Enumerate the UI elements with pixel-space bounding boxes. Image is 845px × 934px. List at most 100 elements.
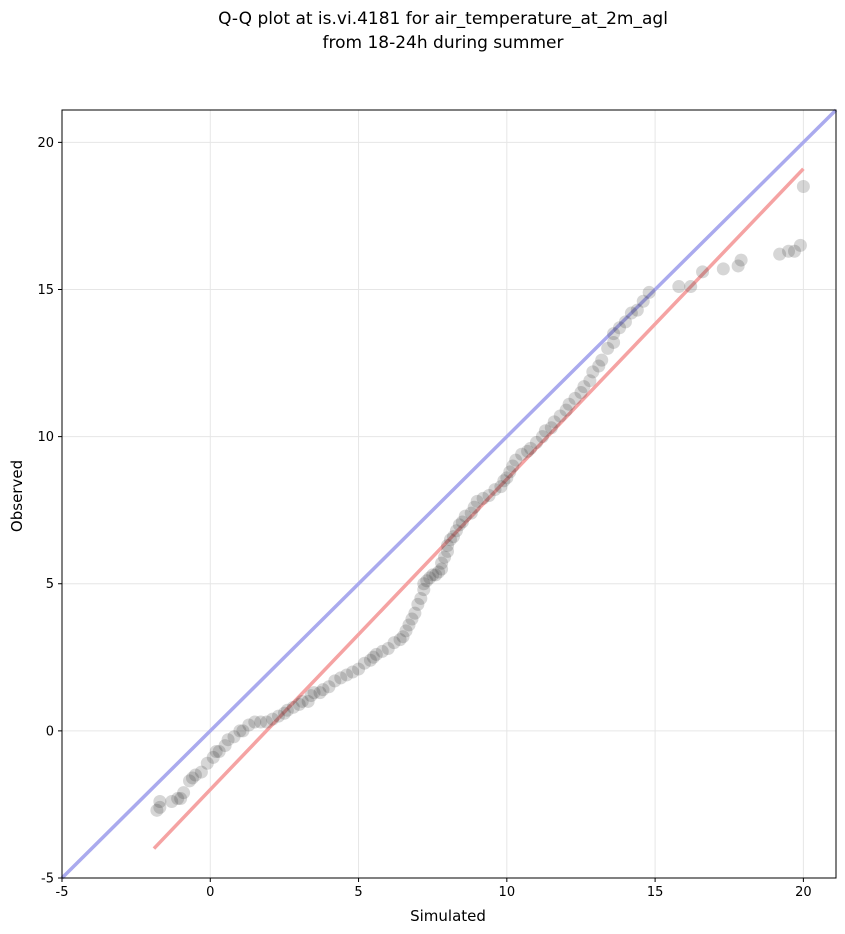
- data-point: [521, 444, 535, 458]
- data-point: [607, 327, 621, 341]
- data-point: [568, 391, 582, 405]
- fit-line: [152, 167, 805, 850]
- data-point: [592, 359, 606, 373]
- data-point: [547, 415, 561, 429]
- data-point: [304, 689, 318, 703]
- data-point: [562, 397, 576, 411]
- data-point: [503, 465, 517, 479]
- data-point: [613, 321, 627, 335]
- data-point: [393, 633, 407, 647]
- data-point: [301, 694, 315, 708]
- x-tick-label: 5: [354, 885, 362, 900]
- data-point: [352, 662, 366, 676]
- data-point: [500, 471, 514, 485]
- data-point: [322, 680, 336, 694]
- data-point: [236, 724, 250, 738]
- data-point: [185, 771, 199, 785]
- data-point: [684, 280, 698, 294]
- x-tick-label: -5: [56, 885, 69, 900]
- data-point: [221, 733, 235, 747]
- identity-line: [60, 108, 838, 880]
- data-point: [773, 247, 787, 261]
- data-point: [346, 665, 360, 679]
- data-point: [429, 568, 443, 582]
- grid: [61, 110, 836, 879]
- data-point: [174, 792, 188, 806]
- data-point: [494, 480, 508, 494]
- data-point: [375, 644, 389, 658]
- x-tick-label: 15: [647, 885, 664, 900]
- data-point: [405, 612, 419, 626]
- x-tick-label: 0: [206, 885, 214, 900]
- chart-title-line-2: from 18-24h during summer: [323, 33, 564, 53]
- data-point: [411, 597, 425, 611]
- y-axis-label: Observed: [8, 460, 26, 532]
- data-point: [432, 565, 446, 579]
- data-point: [227, 730, 241, 744]
- data-point: [292, 697, 306, 711]
- data-point: [636, 294, 650, 308]
- data-point: [577, 380, 591, 394]
- data-point: [363, 653, 377, 667]
- data-point: [595, 353, 609, 367]
- data-point: [506, 459, 520, 473]
- data-point: [482, 488, 496, 502]
- data-point: [435, 556, 449, 570]
- data-point: [488, 483, 502, 497]
- data-point: [624, 306, 638, 320]
- data-point: [381, 641, 395, 655]
- data-point: [194, 765, 208, 779]
- data-point: [642, 285, 656, 299]
- data-point: [313, 686, 327, 700]
- data-point: [470, 494, 484, 508]
- data-point: [200, 756, 214, 770]
- data-point: [366, 650, 380, 664]
- data-point: [535, 430, 549, 444]
- data-point: [782, 244, 796, 258]
- data-point: [435, 562, 449, 576]
- y-tick-label: 0: [46, 724, 54, 739]
- data-point: [417, 577, 431, 591]
- data-point: [266, 712, 280, 726]
- reference-lines: [60, 108, 838, 880]
- data-point: [254, 715, 268, 729]
- data-point: [446, 530, 460, 544]
- data-point: [734, 253, 748, 267]
- data-point: [399, 624, 413, 638]
- data-point: [233, 724, 247, 738]
- data-point: [515, 447, 529, 461]
- data-point: [212, 744, 226, 758]
- plot-area-frame: [61, 109, 837, 879]
- data-point: [402, 618, 416, 632]
- data-point: [601, 341, 615, 355]
- data-point: [672, 280, 686, 294]
- data-point: [586, 365, 600, 379]
- data-point: [455, 515, 469, 529]
- data-point: [417, 583, 431, 597]
- data-point: [206, 750, 220, 764]
- data-point: [150, 803, 164, 817]
- data-point: [443, 533, 457, 547]
- data-point: [509, 453, 523, 467]
- data-point: [438, 550, 452, 564]
- data-point: [340, 668, 354, 682]
- data-point: [787, 244, 801, 258]
- data-point: [449, 524, 463, 538]
- data-point: [188, 768, 202, 782]
- data-point: [177, 786, 191, 800]
- x-tick-label: 20: [795, 885, 812, 900]
- data-point: [607, 335, 621, 349]
- data-point: [414, 591, 428, 605]
- data-point: [171, 792, 185, 806]
- data-point: [420, 574, 434, 588]
- data-point: [183, 774, 197, 788]
- data-point: [458, 509, 472, 523]
- data-point: [497, 474, 511, 488]
- x-axis-label: Simulated: [410, 907, 486, 925]
- data-point: [559, 403, 573, 417]
- data-point: [277, 706, 291, 720]
- data-point: [218, 739, 232, 753]
- y-tick-label: 15: [37, 283, 54, 298]
- data-point: [441, 538, 455, 552]
- data-point: [467, 500, 481, 514]
